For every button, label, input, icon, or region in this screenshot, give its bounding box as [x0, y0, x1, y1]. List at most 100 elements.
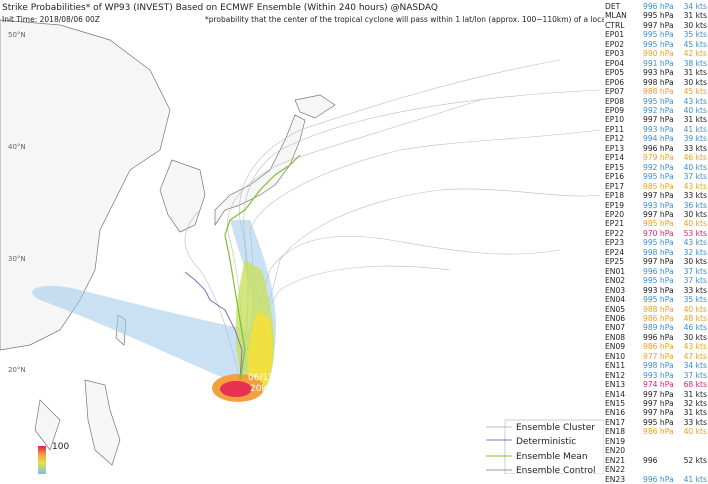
cell-pressure: 988 hPa [643, 87, 674, 97]
cell-name: EN07 [605, 323, 626, 333]
cell-name: EP19 [605, 200, 625, 210]
cell-pressure: 997 hPa [643, 389, 674, 399]
cell-speed: 34 kts [683, 2, 707, 11]
cell-pressure: 993 hPa [643, 68, 674, 78]
table-row: EP04 991 hPa 38 kts [605, 59, 708, 68]
cell-name: EP23 [605, 238, 625, 248]
table-row: EP18 997 hPa 33 kts [605, 191, 708, 200]
table-row: EP16 995 hPa 37 kts [605, 172, 708, 181]
cell-speed: 46 kts [683, 323, 707, 333]
cell-name: EN20 [605, 446, 626, 456]
cell-pressure: 995 hPa [643, 295, 674, 305]
table-row: EP22 970 hPa 53 kts [605, 229, 708, 238]
table-row: EP07 988 hPa 45 kts [605, 87, 708, 96]
cell-speed: 31 kts [683, 389, 707, 399]
cell-pressure: 996 hPa [643, 2, 674, 11]
cell-pressure: 970 hPa [643, 228, 674, 238]
table-row: EN06 986 hPa 48 kts [605, 314, 708, 323]
legend-item: Ensemble Control [516, 466, 596, 474]
table-row: EP24 998 hPa 32 kts [605, 248, 708, 257]
table-row: EP06 998 hPa 30 kts [605, 78, 708, 87]
colorbar-max: 100 [52, 442, 69, 452]
cell-pressure: 995 hPa [643, 276, 674, 286]
cell-speed: 38 kts [683, 58, 707, 68]
cell-speed: 30 kts [683, 20, 707, 30]
colorbar [38, 446, 46, 474]
table-row: EN13 974 hPa 68 kts [605, 380, 708, 389]
cell-speed: 30 kts [683, 77, 707, 87]
cell-speed: 46 kts [683, 153, 707, 163]
table-row: EN02 995 hPa 37 kts [605, 276, 708, 285]
cell-name: EN16 [605, 408, 626, 418]
cell-speed: 42 kts [683, 49, 707, 59]
cell-speed: 43 kts [683, 181, 707, 191]
cell-pressure: 997 hPa [643, 20, 674, 30]
cell-pressure: 995 hPa [643, 30, 674, 40]
table-row: EP13 996 hPa 33 kts [605, 144, 708, 153]
cell-name: EP24 [605, 247, 625, 257]
cell-pressure [643, 437, 679, 446]
cell-name: EN03 [605, 285, 626, 295]
table-row: EN03 993 hPa 33 kts [605, 286, 708, 295]
cell-pressure: 997 hPa [643, 115, 674, 125]
cell-speed: 39 kts [683, 134, 707, 144]
lat-label: 20°N [8, 366, 26, 374]
table-row: EN09 986 hPa 43 kts [605, 342, 708, 351]
cell-speed: 68 kts [683, 380, 707, 390]
legend-item: Deterministic [516, 437, 576, 447]
table-row: EN19 [605, 437, 708, 446]
cell-speed: 33 kts [683, 191, 707, 201]
table-row: EP02 995 hPa 45 kts [605, 40, 708, 49]
cell-pressure: 997 hPa [643, 209, 674, 219]
cell-speed: 31 kts [683, 11, 707, 21]
cell-name: EP03 [605, 49, 625, 59]
legend-item: Ensemble Cluster [516, 423, 595, 433]
cell-pressure: 993 hPa [643, 200, 674, 210]
table-row: EP05 993 hPa 31 kts [605, 68, 708, 77]
table-row: EN23 996 hPa 41 kts [605, 475, 708, 484]
note: *probability that the center of the trop… [205, 15, 604, 24]
table-row: EP14 979 hPa 46 kts [605, 153, 708, 162]
cell-name: EP11 [605, 124, 625, 134]
cell-pressure: 977 hPa [643, 351, 674, 361]
table-row: EP01 995 hPa 35 kts [605, 30, 708, 39]
cell-pressure: 986 hPa [643, 313, 674, 323]
cell-speed: 41 kts [683, 474, 707, 484]
cell-name: EP08 [605, 96, 625, 106]
cell-name: EP09 [605, 105, 625, 115]
cell-speed: 43 kts [683, 342, 707, 352]
cell-speed: 31 kts [683, 68, 707, 78]
cell-pressure: 995 hPa [643, 39, 674, 49]
cell-pressure: 994 hPa [643, 134, 674, 144]
cell-name: EN18 [605, 427, 626, 437]
cell-name: EP17 [605, 181, 625, 191]
cell-pressure: 992 hPa [643, 162, 674, 172]
cell-speed: 32 kts [683, 247, 707, 257]
table-row: EP25 997 hPa 30 kts [605, 257, 708, 266]
cell-speed: 45 kts [683, 87, 707, 97]
cell-pressure: 995 hPa [643, 238, 674, 248]
cell-pressure: 985 hPa [643, 219, 674, 229]
table-row: EP20 997 hPa 30 kts [605, 210, 708, 219]
cell-speed: 45 kts [683, 39, 707, 49]
table-row: EN16 997 hPa 31 kts [605, 408, 708, 417]
table-row: EN18 986 hPa 40 kts [605, 427, 708, 436]
cell-name: EN22 [605, 465, 626, 475]
cell-speed: 40 kts [683, 162, 707, 172]
cell-name: EN08 [605, 332, 626, 342]
table-row: EP12 994 hPa 39 kts [605, 134, 708, 143]
cell-name: EP10 [605, 115, 625, 125]
table-row: EN08 996 hPa 30 kts [605, 333, 708, 342]
cell-name: EP07 [605, 87, 625, 97]
cell-speed: 33 kts [683, 143, 707, 153]
table-row: EP03 990 hPa 42 kts [605, 49, 708, 58]
cell-speed: 31 kts [683, 115, 707, 125]
cell-pressure: 996 hPa [643, 143, 674, 153]
map: Strike Probabilities* of WP93 (INVEST) B… [0, 3, 604, 474]
cell-name: EN02 [605, 276, 626, 286]
cell-pressure [643, 446, 679, 455]
cell-name: EN05 [605, 304, 626, 314]
cell-name: MLAN [605, 11, 627, 21]
mean-track [224, 154, 301, 381]
cell-name: CTRL [605, 20, 625, 30]
